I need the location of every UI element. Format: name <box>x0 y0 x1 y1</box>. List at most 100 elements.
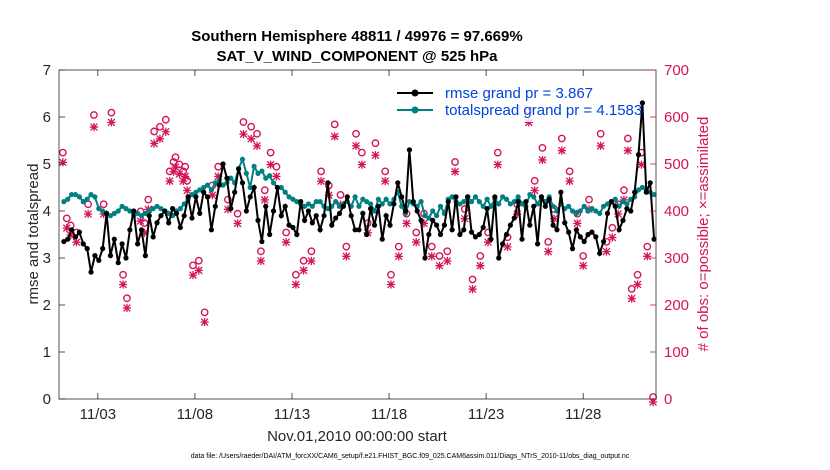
y2-tick-label: 0 <box>664 391 672 408</box>
obs-assimilated-point <box>530 186 539 195</box>
rmse-point <box>235 166 242 172</box>
y-tick-label: 5 <box>43 156 51 173</box>
obs-possible-point <box>443 247 452 256</box>
obs-assimilated-point <box>155 134 165 143</box>
rmse-point <box>558 189 564 195</box>
totalspread-point <box>496 201 502 207</box>
rmse-point <box>177 224 183 231</box>
obs-possible-point <box>451 158 459 166</box>
rmse-point <box>402 208 409 214</box>
obs-assimilated-point <box>435 261 444 270</box>
obs-assimilated-point <box>200 318 209 327</box>
totalspread-point <box>96 206 102 212</box>
obs-possible-point <box>189 261 197 270</box>
obs-assimilated-point <box>62 224 71 233</box>
rmse-point <box>208 227 215 233</box>
totalspread-point <box>88 191 94 198</box>
obs-possible-point <box>387 270 395 279</box>
obs-possible-point <box>150 127 159 136</box>
totalspread-point <box>352 194 358 200</box>
totalspread-point <box>69 191 75 198</box>
rmse-point <box>600 238 607 245</box>
totalspread-point <box>239 156 246 162</box>
rmse-point <box>224 175 230 181</box>
totalspread-point <box>430 208 436 214</box>
x-tick-label: 11/03 <box>80 406 116 423</box>
obs-assimilated-point <box>402 219 411 228</box>
rmse-point <box>651 236 657 242</box>
totalspread-point <box>437 203 444 209</box>
totalspread-point <box>387 201 393 207</box>
rmse-point <box>72 234 79 240</box>
obs-possible-point <box>58 148 67 157</box>
obs-assimilated-point <box>633 280 642 289</box>
totalspread-point <box>519 201 525 207</box>
totalspread-point <box>468 199 475 205</box>
totalspread-point <box>193 189 199 195</box>
obs-possible-point <box>194 256 203 265</box>
totalspread-point <box>142 210 148 216</box>
totalspread-point <box>123 206 129 212</box>
totalspread-point <box>158 206 164 212</box>
rmse-point <box>566 229 572 235</box>
obs-assimilated-point <box>247 134 256 143</box>
obs-assimilated-point <box>579 261 588 270</box>
totalspread-point <box>368 201 374 207</box>
totalspread-point <box>500 194 506 200</box>
totalspread-point <box>461 199 467 205</box>
obs-possible-point <box>266 148 275 157</box>
totalspread-point <box>336 203 343 209</box>
totalspread-point <box>383 196 389 202</box>
obs-assimilated-point <box>183 186 192 195</box>
rmse-point <box>356 227 362 233</box>
totalspread-point <box>150 206 156 212</box>
rmse-point <box>197 210 203 216</box>
obs-assimilated-point <box>223 205 232 214</box>
obs-assimilated-point <box>161 127 170 136</box>
obs-assimilated-point <box>394 252 403 261</box>
totalspread-point <box>531 194 537 200</box>
rmse-point <box>434 222 440 228</box>
totalspread-point <box>107 213 114 219</box>
obs-possible-point <box>412 228 421 237</box>
rmse-point <box>216 182 222 188</box>
obs-possible-point <box>357 148 366 157</box>
rmse-point <box>546 196 552 202</box>
obs-assimilated-point <box>503 242 512 251</box>
rmse-point <box>181 213 187 219</box>
rmse-point <box>449 227 455 233</box>
obs-assimilated-point <box>239 130 248 139</box>
rmse-point <box>468 229 475 235</box>
obs-assimilated-point <box>614 209 623 219</box>
totalspread-point <box>449 194 455 200</box>
totalspread-point <box>375 196 381 202</box>
obs-possible-point <box>307 247 316 256</box>
rmse-point <box>251 184 257 191</box>
totalspread-point <box>534 201 541 207</box>
rmse-point <box>453 194 459 200</box>
rmse-point <box>635 152 642 158</box>
obs-assimilated-point <box>89 122 99 132</box>
rmse-point <box>305 208 312 214</box>
totalspread-point <box>550 203 556 209</box>
obs-assimilated-point <box>188 271 198 280</box>
rmse-point <box>290 224 296 231</box>
obs-assimilated-point <box>107 118 116 127</box>
obs-assimilated-point <box>608 233 617 242</box>
obs-assimilated-point <box>317 177 326 186</box>
obs-possible-point <box>260 186 269 195</box>
obs-possible-point <box>608 223 617 232</box>
rmse-point <box>639 100 646 106</box>
obs-assimilated-point <box>623 146 632 155</box>
obs-assimilated-point <box>66 231 75 240</box>
x-axis-label: Nov.01,2010 00:00:00 start <box>267 428 448 445</box>
totalspread-point <box>604 201 611 207</box>
obs-possible-point <box>330 120 339 129</box>
rmse-point <box>500 241 506 247</box>
obs-possible-point <box>342 242 351 251</box>
rmse-point <box>593 234 599 240</box>
rmse-point <box>282 203 288 209</box>
rmse-point <box>647 180 653 186</box>
rmse-point <box>317 227 323 233</box>
totalspread-point <box>72 191 79 198</box>
